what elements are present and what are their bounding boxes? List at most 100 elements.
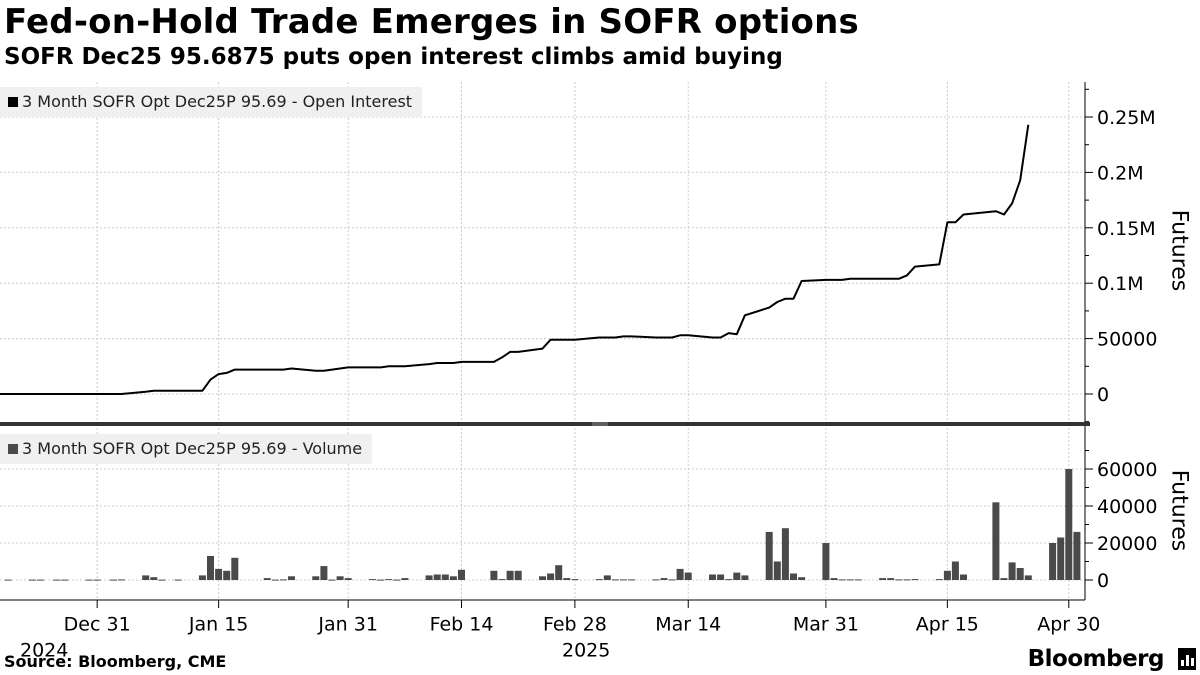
volume-bar-78 (951, 561, 959, 580)
volume-bar-21 (288, 576, 295, 580)
volume-bar-30 (393, 579, 401, 581)
volume-bar-71 (879, 578, 887, 580)
volume-bar-67 (830, 578, 838, 580)
volume-bar-61 (765, 531, 773, 580)
y-tick-label-top-1: 50000 (1097, 329, 1157, 351)
volume-bar-50 (628, 579, 636, 581)
volume-bar-62 (773, 561, 781, 580)
volume-bar-5 (85, 579, 93, 581)
volume-bar-20 (279, 579, 287, 581)
volume-bar-77 (943, 570, 951, 581)
volume-bar-69 (846, 579, 854, 581)
source-note: Source: Bloomberg, CME (4, 652, 227, 671)
legend-open-interest: 3 Month SOFR Opt Dec25P 95.69 - Open Int… (0, 87, 423, 117)
volume-bar-65 (798, 577, 806, 580)
volume-bar-13 (198, 575, 206, 580)
volume-bar-16 (223, 570, 231, 581)
volume-bar-59 (733, 572, 741, 580)
volume-bar-38 (498, 579, 506, 581)
y-tick-label-top-4: 0.2M (1097, 162, 1144, 184)
volume-bar-42 (547, 573, 555, 580)
volume-bar-7 (109, 579, 117, 581)
volume-bar-14 (207, 556, 214, 580)
volume-bar-54 (676, 568, 684, 580)
y-tick-label-bottom-0: 0 (1097, 570, 1109, 592)
volume-bar-57 (717, 574, 725, 580)
x-tick-label-3: Feb 14 (430, 614, 494, 636)
volume-bar-76 (935, 579, 943, 581)
volume-bar-10 (150, 577, 158, 580)
volume-bar-51 (652, 579, 660, 581)
y-axis-label-open-interest: Futures (1166, 209, 1192, 292)
volume-bar-72 (887, 578, 895, 580)
volume-bar-47 (603, 575, 611, 580)
y-axis-label-volume: Futures (1166, 469, 1192, 552)
volume-bar-46 (595, 579, 603, 581)
volume-bar-60 (741, 575, 749, 580)
volume-bar-37 (490, 570, 498, 581)
volume-bar-88 (1073, 531, 1081, 580)
volume-bar-25 (336, 576, 344, 580)
x-tick-label-6: Mar 31 (793, 614, 859, 636)
x-tick-label-0: Dec 31 (64, 614, 131, 636)
volume-bar-45 (571, 579, 579, 581)
volume-bar-79 (960, 574, 967, 580)
volume-bar-56 (709, 574, 716, 580)
volume-bar-23 (320, 566, 328, 580)
volume-bar-19 (271, 579, 279, 581)
volume-bar-68 (838, 579, 846, 581)
volume-bar-22 (312, 576, 320, 580)
x-tick-label-1: Jan 15 (188, 614, 249, 636)
volume-bar-53 (668, 579, 676, 581)
volume-bar-6 (93, 579, 101, 581)
x-year-label-2025: 2025 (562, 640, 610, 662)
volume-bar-27 (369, 579, 376, 581)
volume-bar-80 (992, 502, 1000, 580)
x-tick-label-5: Mar 14 (655, 614, 721, 636)
volume-bar-28 (377, 579, 385, 581)
volume-bar-86 (1057, 537, 1065, 580)
volume-bar-81 (1000, 578, 1008, 580)
volume-bar-33 (433, 574, 441, 580)
volume-bar-15 (215, 568, 223, 580)
y-tick-label-bottom-3: 60000 (1097, 459, 1157, 481)
volume-bar-39 (506, 570, 514, 581)
y-tick-label-top-2: 0.1M (1097, 273, 1144, 295)
volume-bar-52 (660, 578, 668, 580)
volume-bar-8 (118, 579, 125, 581)
chart-title: Fed-on-Hold Trade Emerges in SOFR option… (4, 2, 859, 42)
volume-bar-26 (344, 578, 352, 580)
y-tick-label-bottom-2: 40000 (1097, 496, 1157, 518)
x-year-label-2024: 2024 (20, 640, 68, 662)
y-tick-label-bottom-1: 20000 (1097, 533, 1157, 555)
x-tick-label-8: Apr 30 (1037, 614, 1100, 636)
bloomberg-chart-icon (1178, 648, 1196, 670)
volume-bar-87 (1065, 469, 1073, 580)
volume-bar-41 (539, 576, 546, 580)
volume-bar-83 (1016, 568, 1024, 580)
volume-bar-3 (53, 579, 61, 581)
y-tick-label-top-5: 0.25M (1097, 107, 1156, 129)
volume-bar-48 (611, 579, 619, 581)
volume-bar-40 (514, 570, 522, 581)
volume-bar-75 (911, 579, 919, 581)
volume-bar-36 (458, 569, 465, 580)
volume-bar-82 (1008, 562, 1016, 580)
volume-bar-29 (385, 579, 393, 581)
legend-label-volume: 3 Month SOFR Opt Dec25P 95.69 - Volume (22, 439, 363, 458)
x-tick-label-4: Feb 28 (543, 614, 607, 636)
volume-bar-49 (620, 579, 627, 581)
volume-bar-0 (4, 579, 12, 581)
volume-bar-70 (854, 579, 862, 581)
open-interest-line (0, 124, 1030, 395)
volume-bar-44 (563, 578, 571, 580)
volume-bar-55 (684, 572, 692, 580)
legend-swatch-open-interest (8, 97, 18, 107)
volume-bar-32 (425, 575, 433, 580)
legend-label-open-interest: 3 Month SOFR Opt Dec25P 95.69 - Open Int… (22, 92, 413, 111)
bloomberg-logo: Bloomberg (1027, 646, 1165, 672)
volume-bar-17 (231, 557, 239, 580)
volume-bar-1 (28, 579, 36, 581)
volume-bar-84 (1024, 575, 1032, 580)
legend-swatch-volume (8, 444, 18, 454)
